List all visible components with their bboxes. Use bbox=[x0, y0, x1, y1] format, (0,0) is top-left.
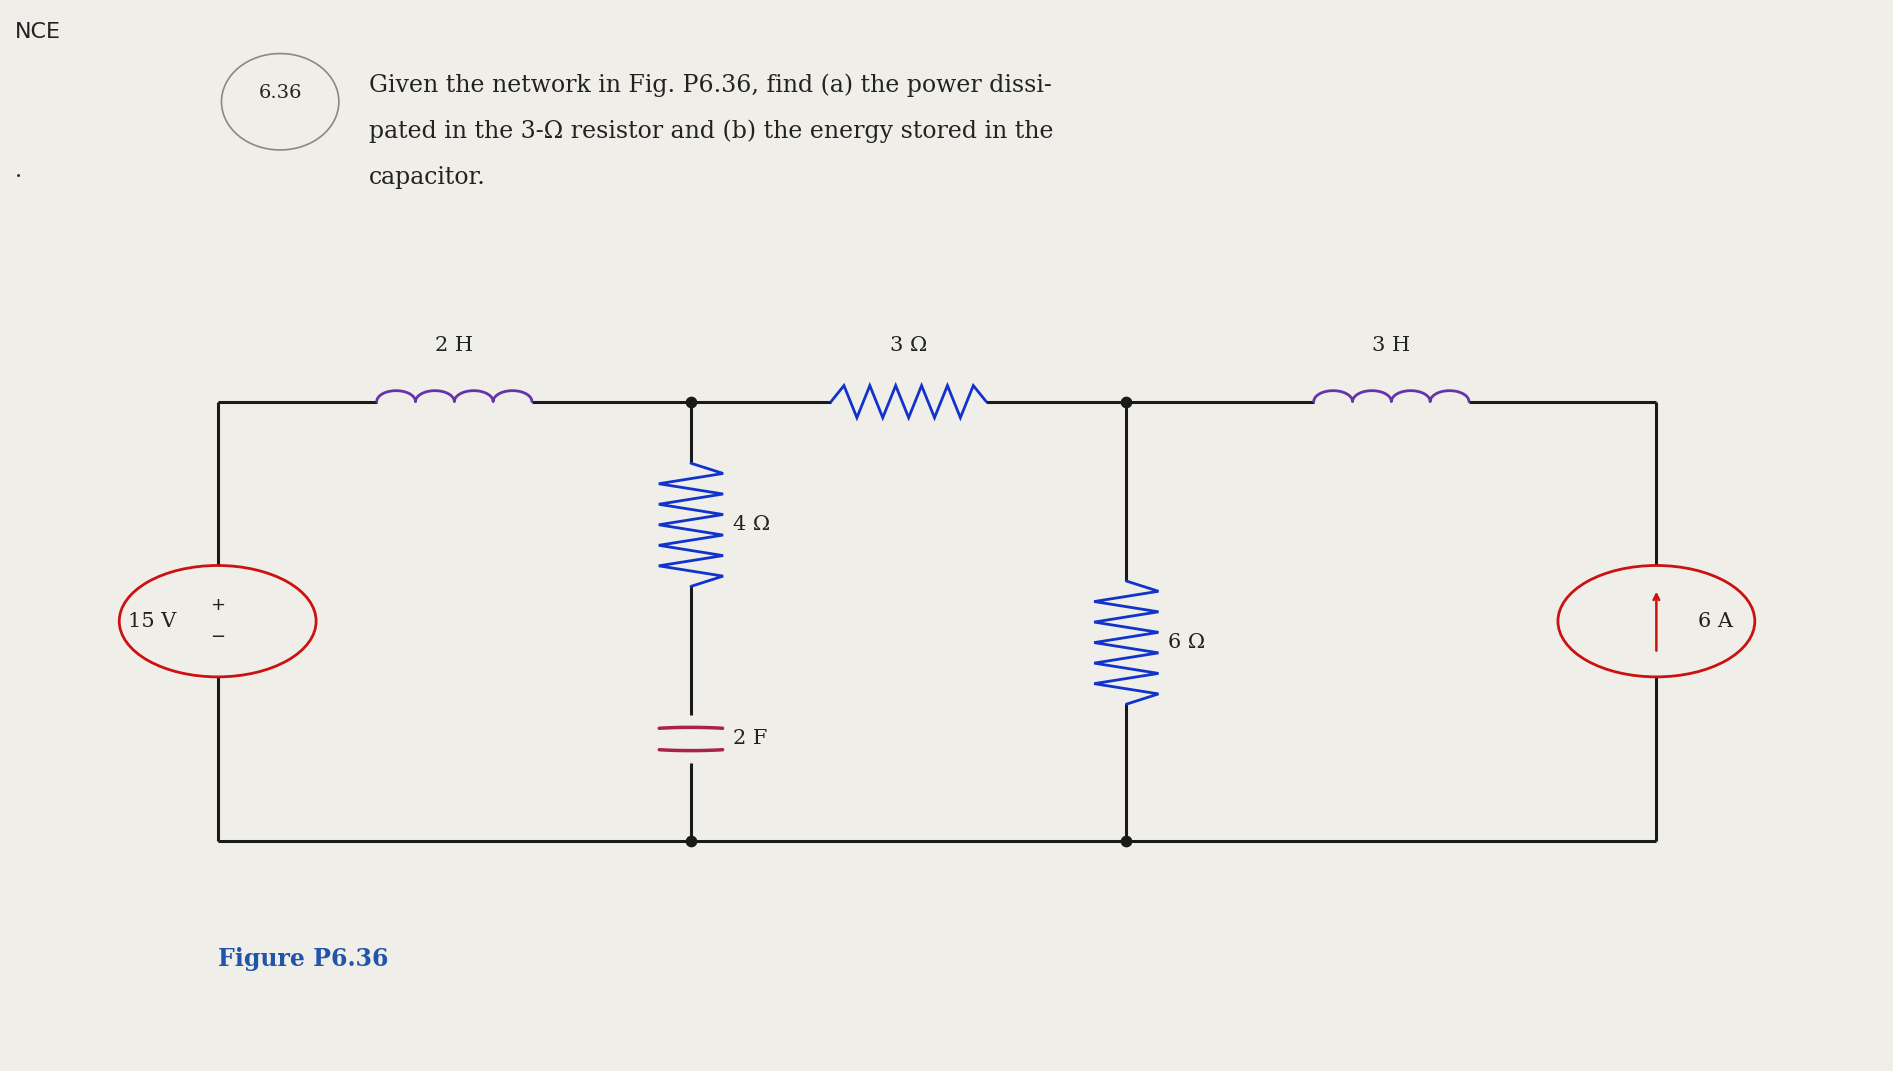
Text: 15 V: 15 V bbox=[127, 612, 176, 631]
Text: capacitor.: capacitor. bbox=[369, 166, 487, 190]
Text: 2 H: 2 H bbox=[435, 336, 473, 356]
Text: .: . bbox=[15, 161, 23, 182]
Point bbox=[1111, 832, 1141, 849]
Text: +: + bbox=[210, 597, 225, 614]
Text: Given the network in Fig. P6.36, find (a) the power dissi-: Given the network in Fig. P6.36, find (a… bbox=[369, 74, 1053, 97]
Text: 4 Ω: 4 Ω bbox=[733, 515, 770, 534]
Text: 3 H: 3 H bbox=[1372, 336, 1410, 356]
Point bbox=[1111, 393, 1141, 410]
Text: 6 A: 6 A bbox=[1698, 612, 1732, 631]
Text: NCE: NCE bbox=[15, 22, 61, 42]
Text: Figure P6.36: Figure P6.36 bbox=[218, 947, 388, 970]
Text: 3 Ω: 3 Ω bbox=[890, 336, 928, 356]
Text: −: − bbox=[210, 629, 225, 646]
Text: pated in the 3-Ω resistor and (b) the energy stored in the: pated in the 3-Ω resistor and (b) the en… bbox=[369, 120, 1054, 144]
Point bbox=[676, 832, 706, 849]
Text: 6.36: 6.36 bbox=[259, 85, 301, 102]
Text: 6 Ω: 6 Ω bbox=[1168, 633, 1206, 652]
Text: 2 F: 2 F bbox=[733, 729, 767, 749]
Point bbox=[676, 393, 706, 410]
